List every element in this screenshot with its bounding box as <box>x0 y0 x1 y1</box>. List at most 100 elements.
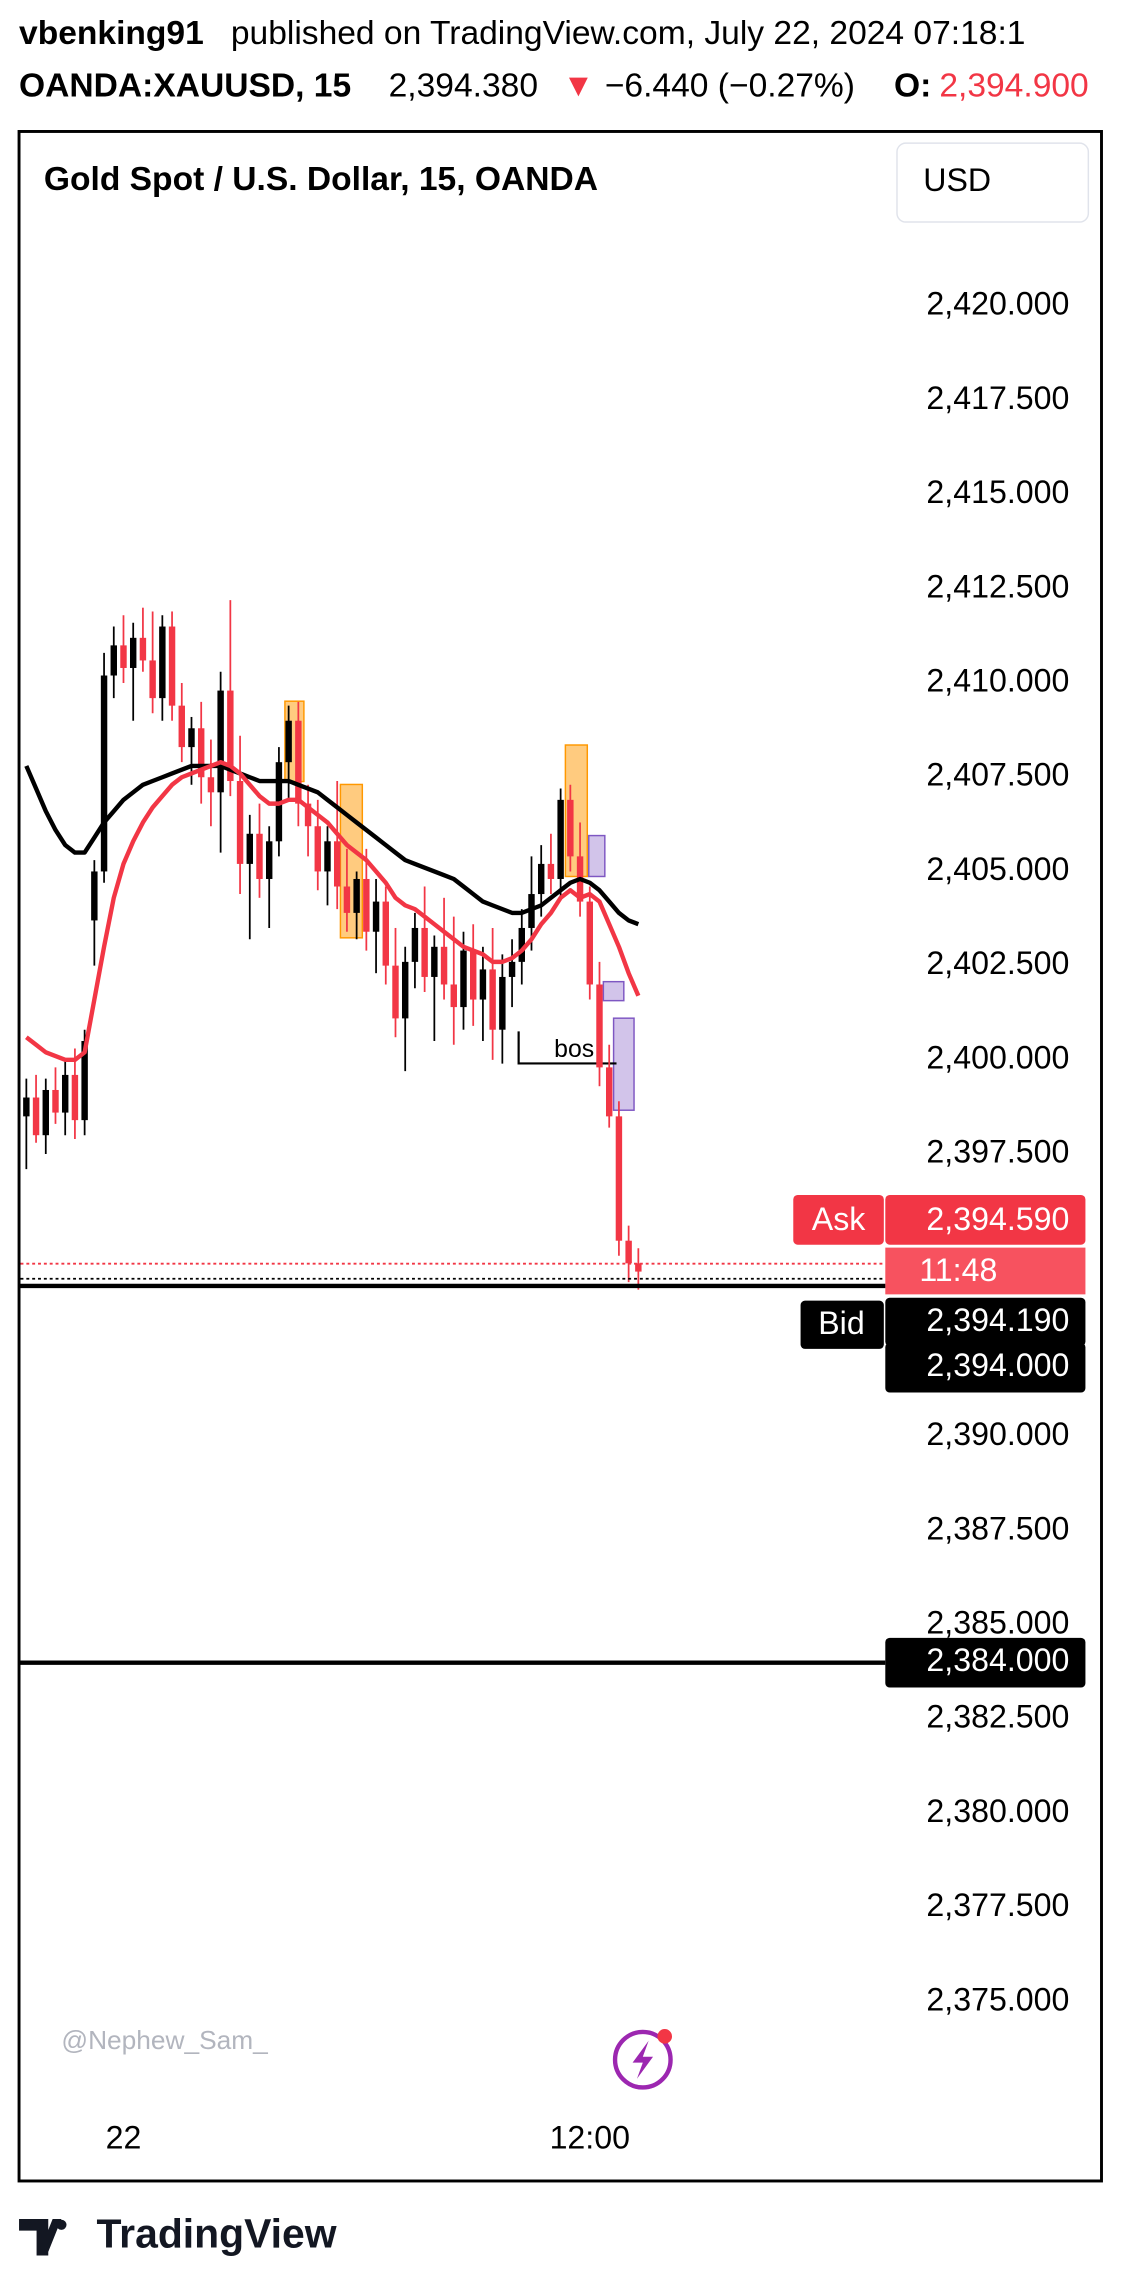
candle-body <box>343 886 351 913</box>
candle-body <box>81 1041 88 1121</box>
candle-body <box>91 871 98 921</box>
candle-body <box>120 645 127 668</box>
candle-body <box>615 1116 623 1241</box>
candle-body <box>469 950 477 1000</box>
moving-average <box>24 763 640 927</box>
candle-body <box>246 833 253 864</box>
y-tick-label: 2,397.500 <box>926 1134 1069 1170</box>
candle-body <box>635 1263 642 1272</box>
candle-body <box>304 803 312 827</box>
candle-body <box>217 690 224 793</box>
y-tick-label: 2,402.500 <box>926 945 1069 981</box>
candle-body <box>489 969 496 1030</box>
candle-body <box>596 984 603 1068</box>
symbol: OANDA:XAUUSD, 15 <box>19 68 351 105</box>
candle-body <box>401 961 409 1019</box>
y-tick-label: 2,385.000 <box>926 1605 1069 1641</box>
candle-body <box>149 660 156 699</box>
candle-body <box>197 728 205 778</box>
author: vbenking91 <box>19 15 204 52</box>
price-line-tag <box>885 1637 1086 1688</box>
candle-body <box>440 946 448 985</box>
price-line-label: 2,394.000 <box>926 1347 1069 1383</box>
price-line-label: 2,384.000 <box>926 1642 1069 1678</box>
y-tick-label: 2,387.500 <box>926 1510 1069 1546</box>
candle-body <box>460 950 467 1008</box>
candle-body <box>450 984 457 1008</box>
published: published on TradingView.com, July 22, 2… <box>231 15 1026 52</box>
y-tick-label: 2,382.500 <box>926 1699 1069 1735</box>
logo-text: TradingView <box>96 2210 336 2256</box>
annotation: bos <box>554 1036 594 1063</box>
moving-average <box>25 759 641 1063</box>
candle-body <box>265 841 273 879</box>
candle-body <box>42 1089 49 1136</box>
open-label: O: <box>894 68 931 105</box>
candle-body <box>178 705 185 748</box>
candle-body <box>586 901 593 985</box>
ask-price-tag <box>885 1195 1086 1245</box>
candle-body <box>567 799 574 857</box>
currency[interactable]: USD <box>923 162 991 198</box>
y-tick-label: 2,375.000 <box>926 1981 1069 2017</box>
bid-name: Bid <box>818 1305 864 1341</box>
candle-body <box>479 969 487 1000</box>
x-tick-label: 22 <box>106 2120 142 2156</box>
x-tick-label: 12:00 <box>550 2120 630 2156</box>
y-tick-label: 2,410.000 <box>926 663 1069 699</box>
candle-body <box>227 690 234 782</box>
candle-body <box>625 1240 632 1264</box>
candle-body <box>508 961 516 977</box>
candle-body <box>431 946 438 977</box>
candle-body <box>382 901 389 966</box>
candle-body <box>324 841 331 872</box>
ask-price: 2,394.590 <box>926 1201 1069 1237</box>
y-tick-label: 2,415.000 <box>926 474 1069 510</box>
y-tick-label: 2,420.000 <box>926 286 1069 322</box>
candle-body <box>372 901 380 932</box>
candle-body <box>129 637 137 668</box>
candle-body <box>605 1067 613 1117</box>
candle-body <box>52 1089 59 1113</box>
ask-tag <box>793 1195 884 1245</box>
y-tick-label: 2,400.000 <box>926 1039 1069 1075</box>
bos-line <box>517 1031 617 1065</box>
candle-body <box>236 781 244 864</box>
open-value: 2,394.900 <box>939 68 1088 105</box>
candle-body <box>537 863 545 895</box>
candle-body <box>207 777 215 793</box>
candle-body <box>159 626 166 699</box>
change-arrow: ▼ <box>562 67 594 103</box>
candle-body <box>61 1074 69 1113</box>
candle-body <box>23 1097 30 1117</box>
candle-body <box>168 626 176 706</box>
candle-body <box>547 863 555 879</box>
lightning-icon[interactable] <box>612 2029 673 2090</box>
y-tick-label: 2,380.000 <box>926 1793 1069 1829</box>
candle-body <box>71 1074 79 1121</box>
candle-body <box>100 675 108 872</box>
candle-body <box>139 637 147 661</box>
y-tick-label: 2,377.500 <box>926 1887 1069 1923</box>
logo: TradingView <box>19 2210 337 2256</box>
countdown-tag <box>885 1247 1086 1295</box>
zone-box <box>612 1017 635 1111</box>
price: 2,394.380 <box>389 68 538 105</box>
y-tick-label: 2,405.000 <box>926 851 1069 887</box>
candle-body <box>295 720 302 804</box>
candle-body <box>421 927 428 977</box>
bid-price-tag <box>885 1297 1086 1346</box>
candle-body <box>32 1097 40 1136</box>
y-tick-label: 2,417.500 <box>926 380 1069 416</box>
candle-body <box>518 927 525 962</box>
bid-tag <box>800 1300 884 1349</box>
chart-title: Gold Spot / U.S. Dollar, 15, OANDA <box>44 161 598 198</box>
change: −6.440 (−0.27%) <box>605 68 855 105</box>
currency-button[interactable] <box>896 142 1090 223</box>
candle-body <box>353 878 360 913</box>
candle-body <box>557 799 564 879</box>
chart-frame <box>17 130 1103 2183</box>
ask-name: Ask <box>812 1201 866 1237</box>
y-tick-label: 2,412.500 <box>926 568 1069 604</box>
candle-body <box>314 826 321 872</box>
